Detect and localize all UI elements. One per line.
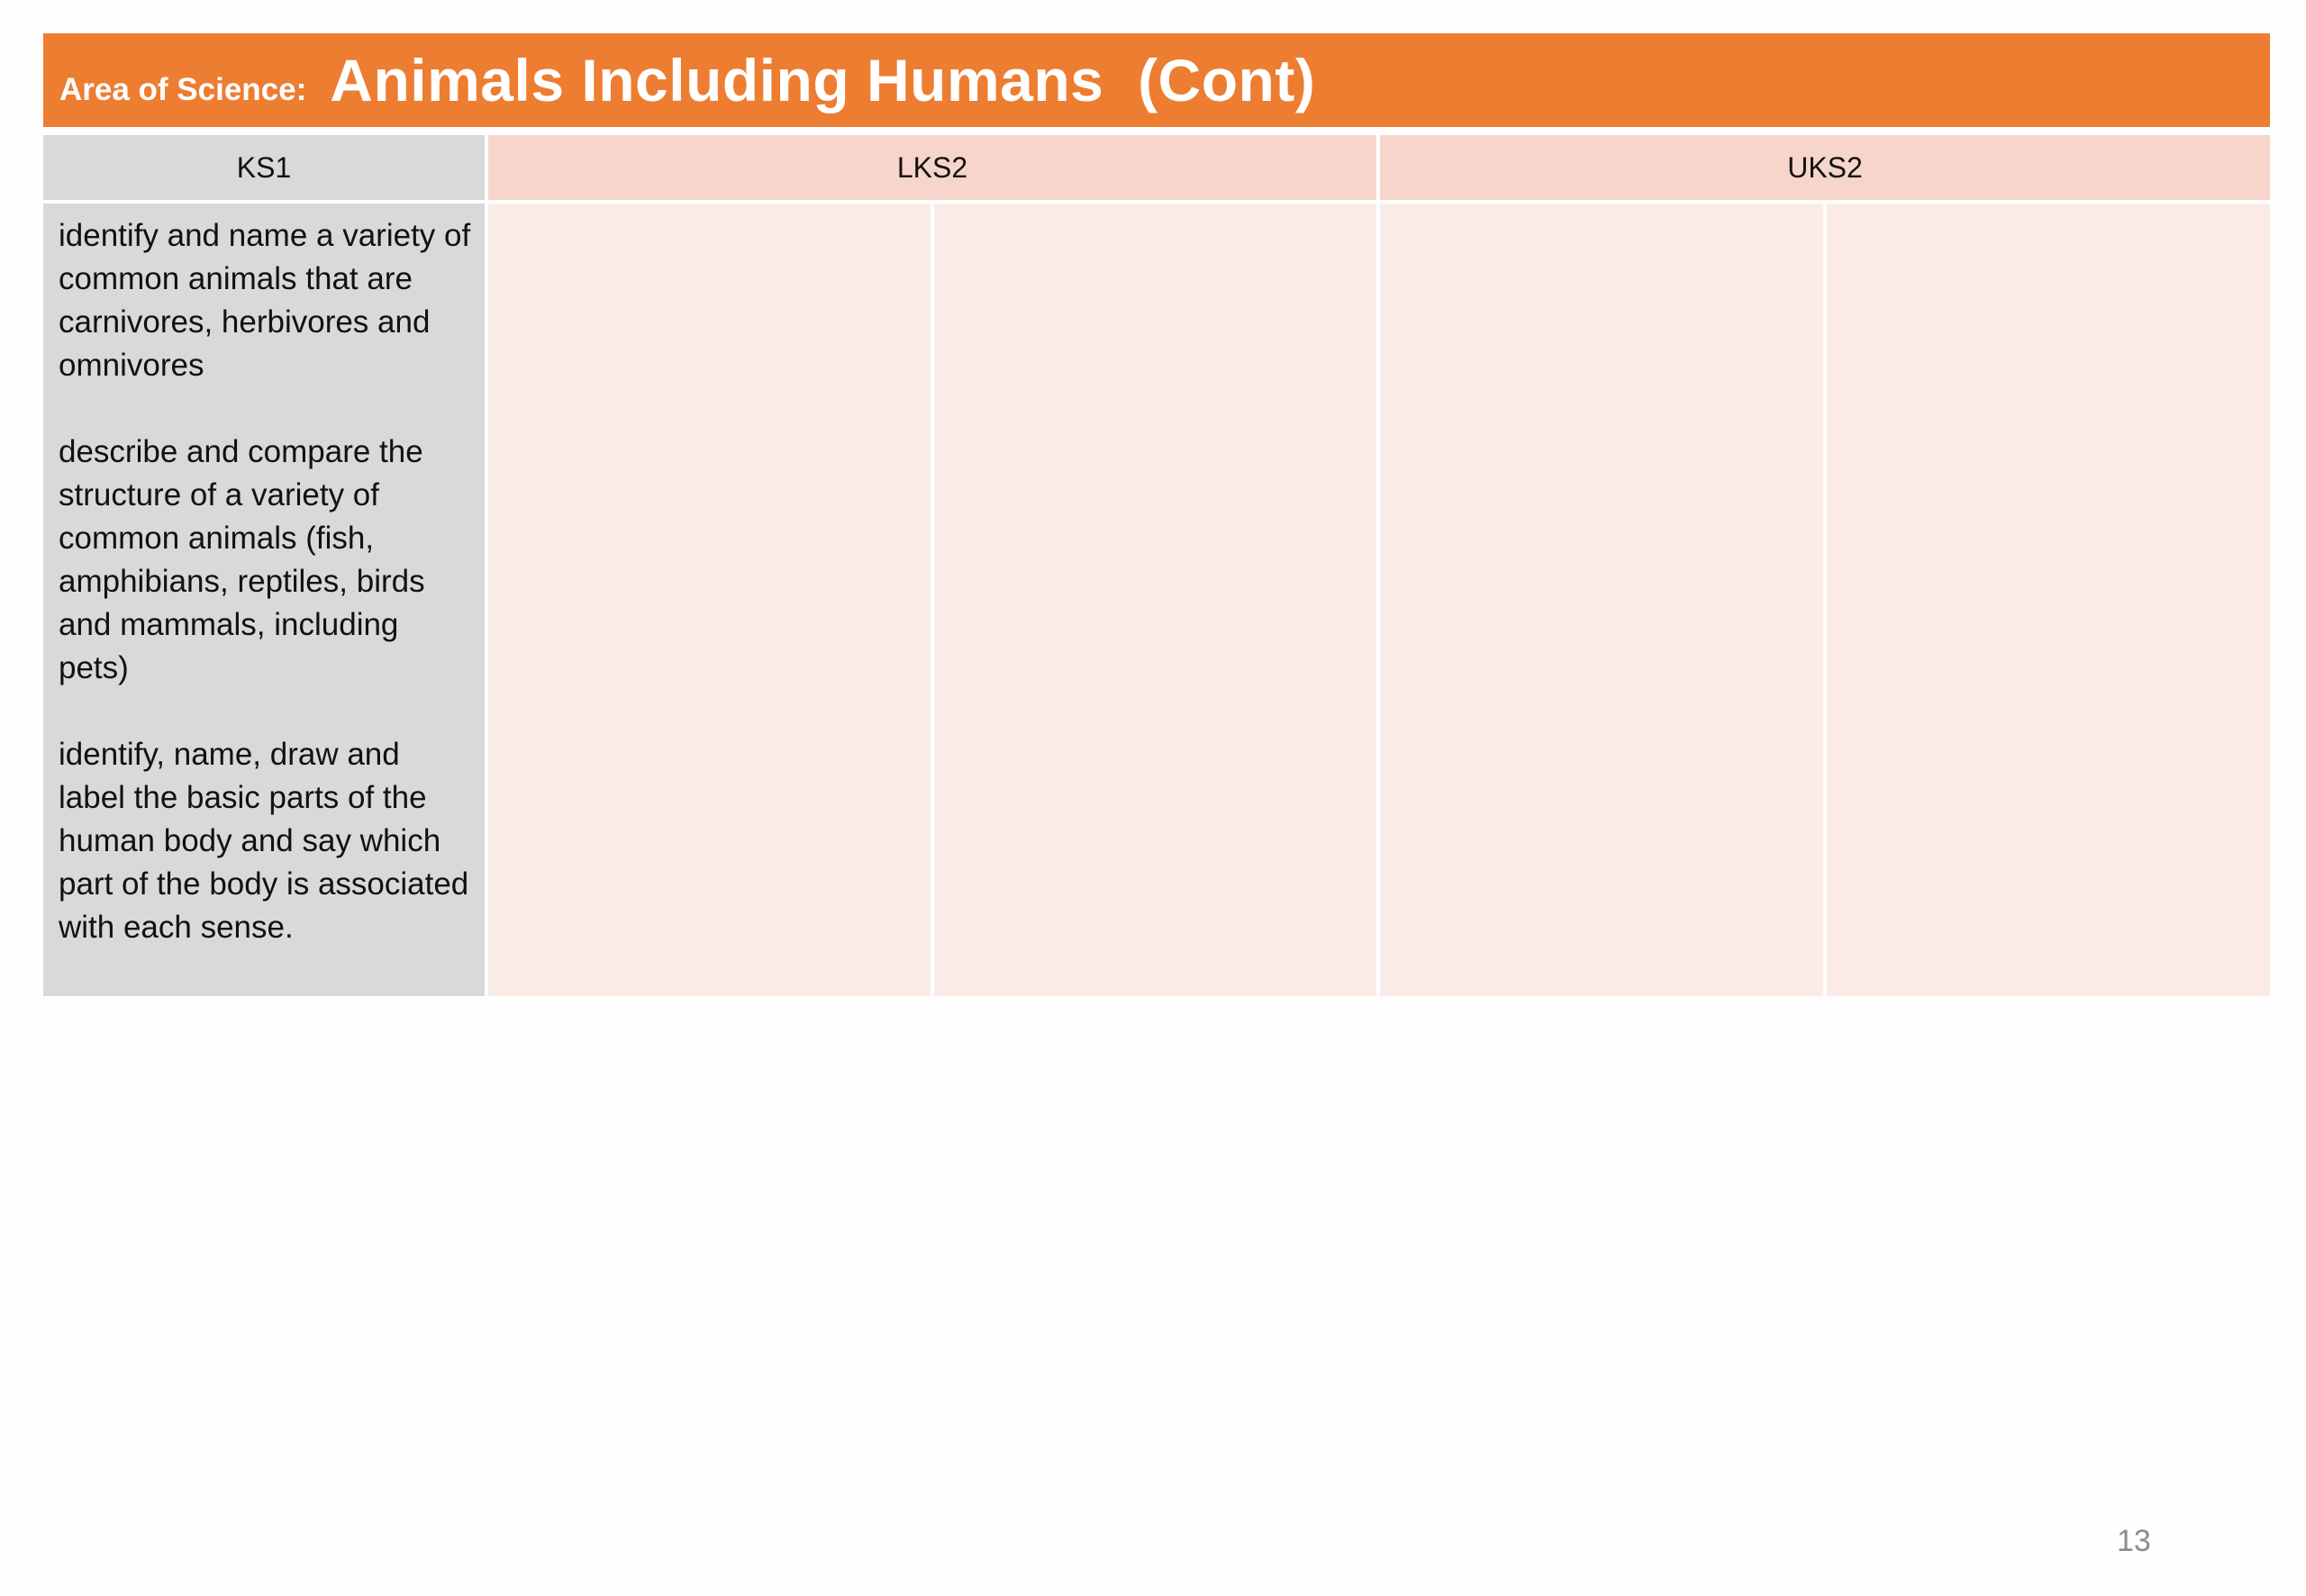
table-body-row: identify and name a variety of common an… [43,204,2270,996]
lks2-cell-left [488,204,931,996]
ks1-objective: identify and name a variety of common an… [59,218,471,383]
ks1-objective: identify, name, draw and label the basic… [59,737,469,945]
title-prefix: Area of Science: [59,72,307,107]
title-bar: Area of Science: Animals Including Human… [43,33,2270,127]
uks2-cell-right [1827,204,2270,996]
header-uks2: UKS2 [1380,135,2270,200]
uks2-cell-left [1380,204,1823,996]
ks1-objectives-cell: identify and name a variety of common an… [43,204,485,996]
header-lks2: LKS2 [488,135,1376,200]
table-header-row: KS1 LKS2 UKS2 [43,135,2270,200]
ks1-objective: describe and compare the structure of a … [59,434,425,685]
page-number: 13 [2117,1524,2151,1558]
lks2-cell-right [934,204,1376,996]
page-title: Animals Including Humans (Cont) [330,47,1316,113]
header-ks1: KS1 [43,135,485,200]
